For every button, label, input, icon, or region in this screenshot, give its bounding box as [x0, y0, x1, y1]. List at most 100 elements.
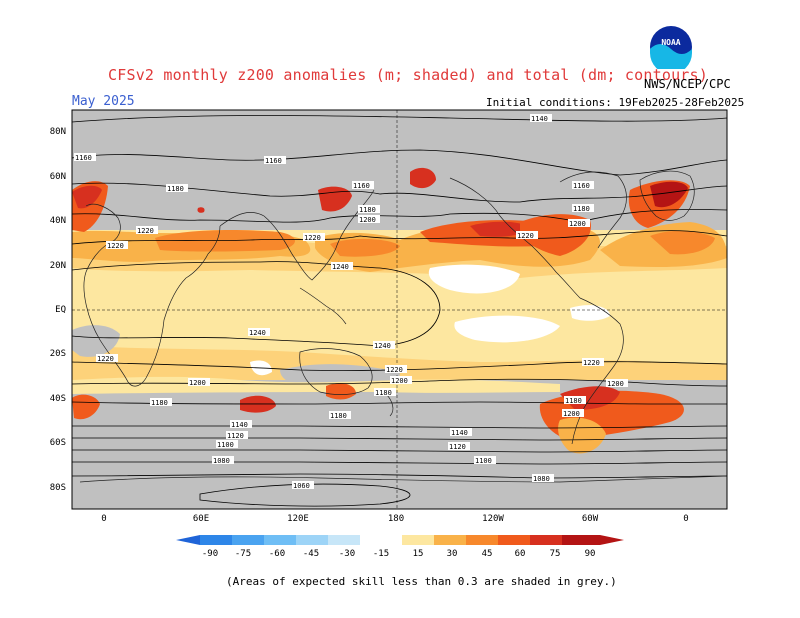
colorbar-label: -75: [235, 549, 251, 559]
contour-label: 1100: [475, 457, 492, 465]
lat-label-60s: 60S: [49, 438, 66, 448]
colorbar-swatch: [466, 535, 498, 545]
coastlines: [79, 170, 727, 483]
lat-label-40s: 40S: [49, 394, 66, 404]
subtropical-south-yellow: [72, 345, 727, 380]
contour-label: 1220: [583, 359, 600, 367]
contour-label: 1140: [231, 421, 248, 429]
contour-label: 1240: [332, 263, 349, 271]
colorbar-label: 15: [413, 549, 424, 559]
lon-label-0-right: 0: [683, 514, 689, 524]
colorbar-label: -60: [269, 549, 285, 559]
skill-grey-africa: [72, 325, 120, 357]
lat-label-60n: 60N: [49, 172, 66, 182]
colorbar-label: -45: [303, 549, 319, 559]
contour-label: 1200: [563, 410, 580, 418]
small-red-spot: [197, 207, 205, 213]
colorbar-swatch: [434, 535, 466, 545]
lat-label-20n: 20N: [49, 261, 66, 271]
contour-label: 1200: [569, 220, 586, 228]
colorbar: [176, 535, 624, 545]
contour-label: 1120: [449, 443, 466, 451]
contour-label: 1200: [607, 380, 624, 388]
contour-label-group: 1140 1160 1160 1180 1160 1180 1180 1200 …: [74, 114, 628, 490]
noaa-logo-icon: NOAA: [650, 26, 692, 74]
map-frame: [71, 109, 728, 510]
colorbar-swatch: [360, 535, 402, 545]
contour-label: 1160: [353, 182, 370, 190]
patagonia-orange: [558, 417, 606, 454]
pacific-orange-core-west: [330, 238, 400, 257]
lat-label-80s: 80S: [49, 483, 66, 493]
contour-label: 1220: [137, 227, 154, 235]
contour-label: 1220: [107, 242, 124, 250]
pacific-dark-red-core: [470, 221, 530, 237]
colorbar-swatch: [530, 535, 562, 545]
contour-label: 1140: [451, 429, 468, 437]
contour-label: 1220: [304, 234, 321, 242]
contour-label: 1180: [330, 412, 347, 420]
colorbar-swatch: [328, 535, 360, 545]
contour-label: 1220: [517, 232, 534, 240]
colorbar-swatch: [402, 535, 434, 545]
contour-label: 1200: [359, 216, 376, 224]
colorbar-label: 30: [447, 549, 458, 559]
australia-south-red: [326, 383, 356, 400]
colorbar-label: -30: [339, 549, 355, 559]
lon-label-120w: 120W: [482, 514, 504, 524]
contour-label: 1080: [213, 457, 230, 465]
contour-label: 1100: [217, 441, 234, 449]
agency-label: NWS/NCEP/CPC: [644, 77, 731, 91]
contour-label: 1180: [375, 389, 392, 397]
lon-label-120e: 120E: [287, 514, 309, 524]
colorbar-label: 60: [515, 549, 526, 559]
height-contours: [72, 115, 727, 507]
lon-label-60w: 60W: [581, 514, 599, 524]
white-patch-central: [454, 315, 560, 343]
lon-label-60e: 60E: [192, 514, 210, 524]
noaa-logo: NOAA: [649, 25, 693, 74]
white-patch-east: [570, 305, 610, 321]
colorbar-arrow-left: [176, 535, 200, 545]
valid-month: May 2025: [72, 94, 135, 109]
contour-label: 1200: [189, 379, 206, 387]
lat-label-eq: EQ: [55, 305, 66, 315]
contour-label: 1220: [97, 355, 114, 363]
colorbar-label: -15: [373, 549, 389, 559]
greenland-dark-red: [650, 181, 688, 208]
lat-label-40n: 40N: [49, 216, 66, 226]
colorbar-swatch: [562, 535, 600, 545]
contour-label: 1180: [359, 206, 376, 214]
lon-label-180: 180: [387, 514, 405, 524]
contour-label: 1240: [249, 329, 266, 337]
chart-title: CFSv2 monthly z200 anomalies (m; shaded)…: [108, 66, 708, 84]
contour-label: 1240: [374, 342, 391, 350]
white-patch-north: [428, 264, 520, 294]
colorbar-swatch: [200, 535, 232, 545]
lat-label-20s: 20S: [49, 349, 66, 359]
contour-label: 1160: [265, 157, 282, 165]
contour-label: 1180: [565, 397, 582, 405]
logo-text: NOAA: [661, 38, 680, 47]
contour-label: 1120: [227, 432, 244, 440]
map-gridlines: [72, 110, 727, 509]
map-area: [72, 110, 727, 509]
colorbar-swatch: [264, 535, 296, 545]
colorbar-arrow-right: [600, 535, 624, 545]
contour-label: 1160: [573, 182, 590, 190]
contour-label: 1200: [391, 377, 408, 385]
bering-red: [410, 167, 436, 189]
contour-label: 1180: [573, 205, 590, 213]
initial-conditions: Initial conditions: 19Feb2025-28Feb2025: [486, 96, 745, 109]
europe-west-dark-red: [72, 185, 102, 209]
contour-label: 1060: [293, 482, 310, 490]
colorbar-label: 45: [482, 549, 493, 559]
contour-label: 1180: [167, 185, 184, 193]
contour-label: 1080: [533, 475, 550, 483]
lon-label-0: 0: [101, 514, 107, 524]
colorbar-label: 90: [585, 549, 596, 559]
contour-label: 1140: [531, 115, 548, 123]
colorbar-swatch: [296, 535, 328, 545]
south-atlantic-red: [72, 394, 100, 420]
